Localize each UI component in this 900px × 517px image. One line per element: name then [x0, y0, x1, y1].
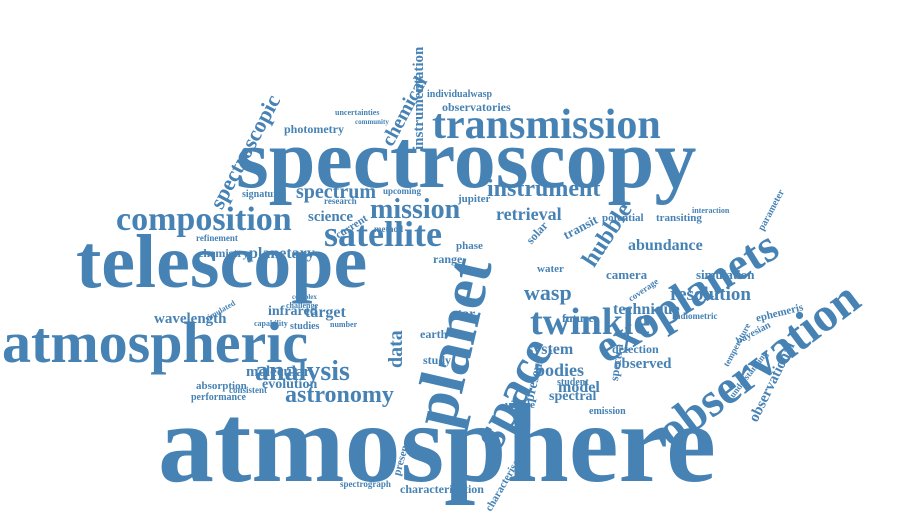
word-transmission: transmission	[432, 102, 661, 148]
word-signature: signature	[242, 189, 282, 200]
word-analysis: analysis	[255, 356, 350, 387]
word-photometry: photometry	[284, 122, 344, 136]
word-spectroscopy: spectroscopy	[236, 113, 697, 206]
word-instrument: instrument	[487, 176, 601, 202]
word-evolution: evolution	[262, 377, 318, 392]
word-future: future	[562, 311, 594, 325]
word-visible: visible	[505, 399, 535, 411]
word-number: number	[330, 320, 358, 329]
word-earth: earth	[420, 327, 448, 341]
word-data: data	[385, 330, 407, 368]
word-jupiter: jupiter	[458, 193, 491, 205]
word-instrumentation: instrumentation	[411, 46, 427, 150]
word-camera: camera	[606, 267, 648, 282]
word-transiting: transiting	[656, 212, 702, 224]
word-bodies: bodies	[535, 360, 585, 380]
word-telescope: telescope	[76, 220, 368, 304]
word-spectra: spectra	[607, 342, 627, 382]
word-observed: observed	[614, 356, 672, 372]
word-performance: performance	[191, 392, 246, 403]
word-spectrum: spectrum	[296, 181, 376, 203]
word-absorption: absorption	[196, 380, 247, 392]
word-infrared: infrared	[268, 304, 318, 319]
word-simulation: simulation	[696, 267, 755, 282]
word-satellite: satellite	[324, 214, 442, 254]
word-science: science	[308, 209, 353, 225]
word-system: system	[527, 341, 574, 358]
word-characterization: characterization	[400, 482, 484, 496]
word-emission: emission	[589, 406, 626, 417]
word-technique: technique	[613, 301, 680, 318]
word-phase: phase	[456, 240, 483, 252]
word-spectrograph: spectrograph	[340, 479, 391, 489]
word-radiometric: radiometric	[672, 311, 718, 321]
word-mission: mission	[370, 194, 461, 225]
word-abundance: abundance	[628, 237, 703, 254]
word-parameter: parameter	[756, 187, 787, 233]
word-range: range	[433, 252, 463, 266]
word-wavelength: wavelength	[154, 311, 227, 327]
word-capability: capability	[254, 319, 288, 328]
word-retrieval: retrieval	[496, 204, 562, 224]
word-target: target	[305, 304, 346, 321]
word-planetary: planetary	[249, 245, 315, 262]
word-detection: detection	[612, 342, 659, 356]
word-studies: studies	[290, 321, 320, 332]
word-star: star	[452, 307, 476, 322]
word-method: method	[374, 224, 403, 234]
word-observatories: observatories	[442, 100, 511, 114]
word-potential: potential	[602, 212, 644, 224]
word-challenge: challenge	[286, 301, 318, 310]
word-upcoming: upcoming	[383, 186, 422, 196]
word-research: research	[324, 196, 357, 206]
word-chemistry: chemistry	[198, 246, 249, 260]
word-hubble: hubble	[577, 198, 638, 272]
word-refinement: refinement	[196, 233, 238, 243]
word-astronomy: astronomy	[285, 382, 394, 408]
word-uncertainties: uncertainties	[335, 108, 380, 117]
word-wasp: wasp	[524, 280, 572, 305]
word-molecular: molecular	[246, 364, 311, 380]
word-resolution: resolution	[670, 284, 751, 305]
word-individualwasp: individualwasp	[427, 89, 493, 100]
word-consistent: consistent	[229, 385, 267, 395]
word-model: model	[558, 379, 600, 396]
word-water: water	[537, 263, 564, 275]
word-atmosphere: atmosphere	[158, 382, 716, 506]
word-complex: complex	[292, 293, 317, 301]
word-community: community	[355, 118, 389, 126]
word-composition: composition	[116, 201, 292, 238]
word-atmospheric: atmospheric	[2, 310, 309, 375]
word-student: student	[557, 377, 589, 388]
word-twinkle: twinkle	[530, 301, 651, 343]
word-spectral: spectral	[549, 389, 597, 404]
word-interaction: interaction	[692, 206, 730, 215]
word-study: study	[423, 353, 452, 367]
